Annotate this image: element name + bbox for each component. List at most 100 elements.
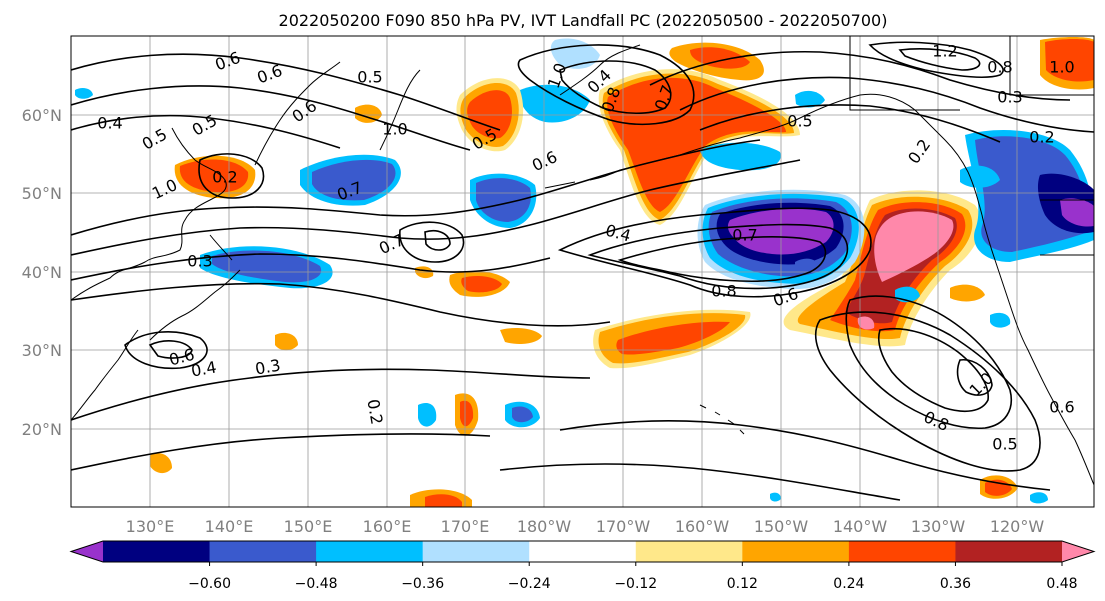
contour-north-2 — [71, 85, 471, 151]
contour-alaska-2 — [559, 60, 672, 114]
shade-blob-5-red — [425, 494, 462, 507]
contour-low-5 — [198, 153, 265, 199]
shade-blob-1-red — [461, 276, 502, 293]
contour-label: 0.2 — [1029, 128, 1054, 147]
coastline-alaska — [559, 44, 983, 216]
contour-label: 0.5 — [992, 435, 1017, 454]
contour-tr-2 — [898, 48, 981, 71]
coastline-asia — [71, 127, 227, 421]
contour-tr-1 — [868, 41, 1004, 79]
lon-label: 170°W — [596, 517, 651, 536]
shade-blob-9-red — [1045, 39, 1094, 82]
contour-south-1 — [559, 420, 1051, 491]
shade-blob-10 — [355, 104, 382, 123]
colorbar-outline — [69, 540, 1096, 563]
lon-label: 150°E — [284, 517, 333, 536]
colorbar-tick-label: −0.24 — [508, 576, 551, 592]
contour-south-2 — [499, 463, 901, 501]
contour-north-6 — [699, 104, 1001, 143]
lon-label: 140°E — [205, 517, 254, 536]
contour-low-4 — [148, 340, 193, 359]
contour-ridge-2 — [877, 327, 989, 413]
contour-jet-3 — [71, 253, 551, 281]
contour-label: 0.6 — [1049, 398, 1074, 417]
contour-jet-2 — [71, 159, 801, 256]
longitude-labels: 130°E 140°E 150°E 160°E 170°E 180°W 170°W 160°W… — [126, 517, 1045, 536]
contour-ridge-4 — [814, 311, 1041, 472]
lon-label: 140°W — [833, 517, 888, 536]
lat-label: 50°N — [22, 184, 62, 203]
lon-label: 120°W — [990, 517, 1045, 536]
lon-label: 130°E — [126, 517, 175, 536]
shade-gulf-alaska-pink — [874, 211, 954, 282]
shade-neg-blob-7 — [960, 165, 1000, 188]
colorbar-segment — [71, 541, 103, 562]
contour-north-4 — [649, 50, 1071, 101]
contour-label: 0.3 — [254, 355, 282, 378]
shade-japan-neg-blue — [212, 250, 322, 283]
contour-north-5 — [679, 76, 1094, 133]
colorbar-segment — [209, 541, 317, 562]
contour-label: 0.3 — [997, 88, 1022, 107]
colorbar-tick-label: 0.24 — [833, 576, 864, 592]
coastline-hawaii — [699, 404, 745, 435]
shade-bering-neg-light — [550, 38, 600, 69]
shade-kamchatka-red — [467, 90, 512, 139]
shade-bering-neg — [519, 84, 590, 123]
contour-label: 0.7 — [732, 226, 757, 245]
shade-alaska-top-red — [690, 47, 750, 69]
contour-alaska-1 — [517, 44, 695, 126]
contour-north-3 — [71, 114, 341, 149]
contour-label: 0.5 — [787, 112, 812, 131]
colorbar-tick-label: 0.12 — [727, 576, 758, 592]
contour-label: 0.5 — [357, 68, 382, 87]
colorbar-segment — [316, 541, 424, 562]
coastline-kamchatka — [254, 61, 421, 166]
coastline-japan — [149, 234, 241, 341]
lat-label: 60°N — [22, 106, 62, 125]
shade-gulf-alaska-pink-small — [857, 316, 875, 330]
contour-label: 0.8 — [987, 58, 1012, 77]
lat-label: 20°N — [22, 420, 62, 439]
lon-label: 180°W — [517, 517, 572, 536]
colorbar-tick-label: −0.12 — [614, 576, 657, 592]
contour-label: 0.3 — [187, 252, 212, 271]
map-frame — [70, 35, 1095, 508]
lat-label: 40°N — [22, 263, 62, 282]
shade-kuril-neg-blue — [312, 159, 396, 201]
shade-cpac-neg-blue — [476, 178, 531, 222]
colorbar-segment — [1062, 541, 1094, 562]
shade-neg-blob-9 — [1030, 492, 1048, 504]
contour-jet-1 — [71, 139, 761, 236]
contour-nepac-high-3 — [617, 236, 827, 283]
colorbar-segment — [955, 541, 1063, 562]
shade-blob-7 — [950, 284, 985, 302]
shade-blob-6-red — [460, 400, 474, 427]
lon-label: 150°W — [754, 517, 809, 536]
contour-label: 0.2 — [363, 398, 386, 426]
contour-nepac-high-2 — [587, 223, 849, 290]
colorbar-segments — [69, 540, 1096, 563]
shade-bc-neg — [795, 90, 825, 108]
contour-north-1 — [71, 53, 501, 131]
colorbar-tick-label: 0.36 — [940, 576, 971, 592]
contour-ridge-3 — [956, 359, 993, 396]
colorbar-segment — [742, 541, 850, 562]
contour-low-3 — [124, 331, 208, 370]
shade-okhotsk-red — [179, 159, 249, 193]
contour-ridge-1 — [845, 295, 1012, 430]
contour-label: 1.0 — [382, 120, 407, 139]
colorbar-segment — [422, 541, 530, 562]
shade-pnw-neg-purple — [1060, 198, 1094, 227]
figure-title: 2022050200 F090 850 hPa PV, IVT Landfall… — [279, 11, 888, 30]
pv-contours — [71, 41, 1094, 501]
contour-label: 1.0 — [1049, 58, 1074, 77]
contour-low-2 — [424, 229, 451, 251]
colorbar-tick-labels: −0.60 −0.48 −0.36 −0.24 −0.12 0.12 0.24 0.36 0.4… — [188, 562, 1078, 592]
contour-subtrop-1 — [71, 368, 591, 421]
shade-blob-4 — [150, 453, 172, 474]
colorbar-tick-label: −0.60 — [188, 576, 231, 592]
shade-neg-blob-2 — [418, 402, 437, 427]
shade-blob-3 — [275, 332, 298, 351]
